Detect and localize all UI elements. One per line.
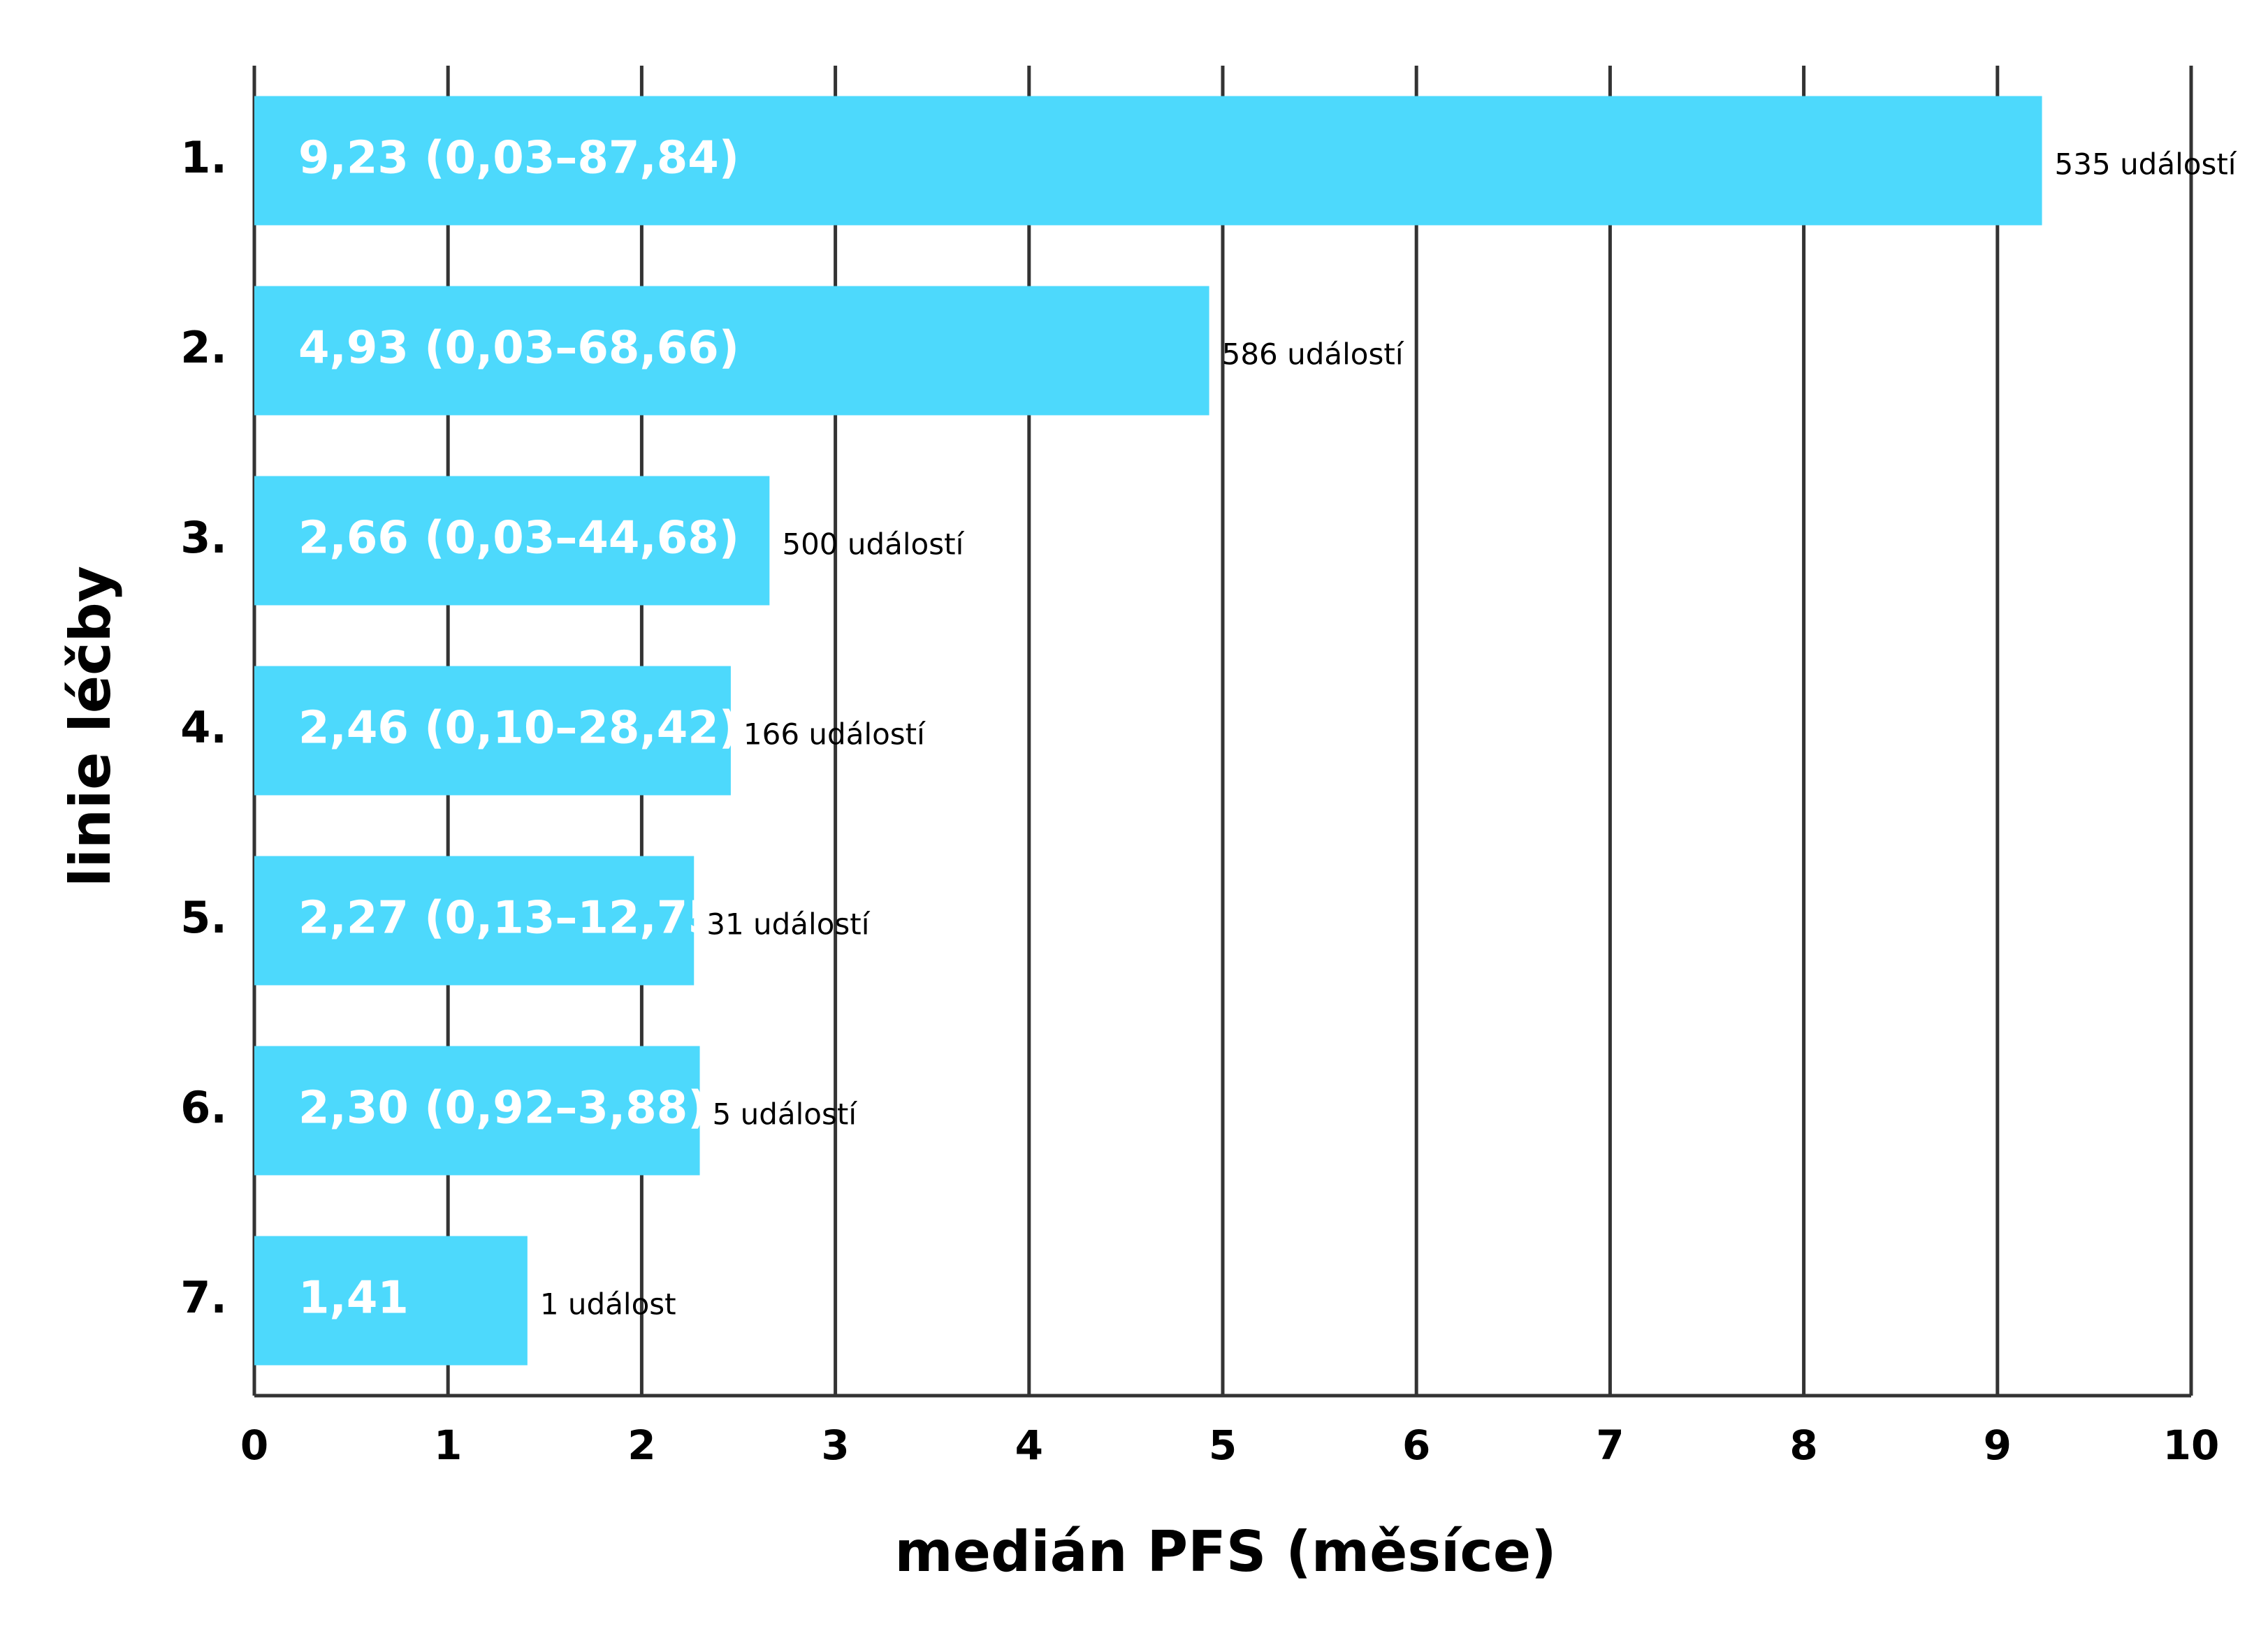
x-tick-label: 1: [434, 1421, 462, 1469]
x-tick-label: 2: [627, 1421, 655, 1469]
bar: [254, 856, 695, 986]
annotation: 166 událostí: [743, 717, 926, 752]
y-tick-label: 3.: [180, 512, 227, 563]
y-tick-label: 2.: [180, 322, 227, 373]
y-tick-label: 5.: [180, 892, 227, 943]
x-axis-label: medián PFS (měsíce): [894, 1519, 1556, 1584]
x-tick-label: 0: [240, 1421, 268, 1469]
annotation: 586 událostí: [1222, 337, 1404, 372]
x-tick-label: 8: [1789, 1421, 1817, 1469]
bar: [254, 96, 2042, 226]
x-tick-label: 7: [1596, 1421, 1624, 1469]
bar: [254, 286, 1209, 416]
annotation: 535 událostí: [2055, 147, 2237, 182]
value-label: 2,30 (0,92–3,88): [298, 1083, 708, 1134]
value-label: 4,93 (0,03–68,66): [298, 323, 739, 374]
bar: [254, 476, 770, 606]
y-tick-label: 6.: [180, 1082, 227, 1133]
value-label: 2,66 (0,03–44,68): [298, 513, 739, 564]
value-label: 2,46 (0,10–28,42): [298, 703, 739, 754]
annotation: 1 událost: [540, 1287, 676, 1322]
annotation: 500 událostí: [782, 527, 964, 562]
value-label: 1,41: [298, 1273, 409, 1324]
annotation: 5 událostí: [713, 1097, 858, 1132]
x-tick-label: 9: [1984, 1421, 2012, 1469]
value-label: 2,27 (0,13–12,75): [298, 893, 739, 944]
x-tick-label: 10: [2163, 1421, 2220, 1469]
x-tick-label: 6: [1402, 1421, 1430, 1469]
value-label: 9,23 (0,03–87,84): [298, 133, 739, 184]
x-tick-label: 3: [821, 1421, 849, 1469]
x-tick-label: 5: [1209, 1421, 1237, 1469]
bar: [254, 666, 731, 796]
y-tick-label: 7.: [180, 1272, 227, 1323]
bar: [254, 1236, 528, 1366]
bar: [254, 1046, 700, 1176]
y-tick-label: 4.: [180, 702, 227, 753]
y-axis-label: linie léčby: [58, 566, 123, 887]
y-tick-label: 1.: [180, 132, 227, 183]
x-tick-label: 4: [1015, 1421, 1043, 1469]
annotation: 31 událostí: [706, 907, 871, 942]
